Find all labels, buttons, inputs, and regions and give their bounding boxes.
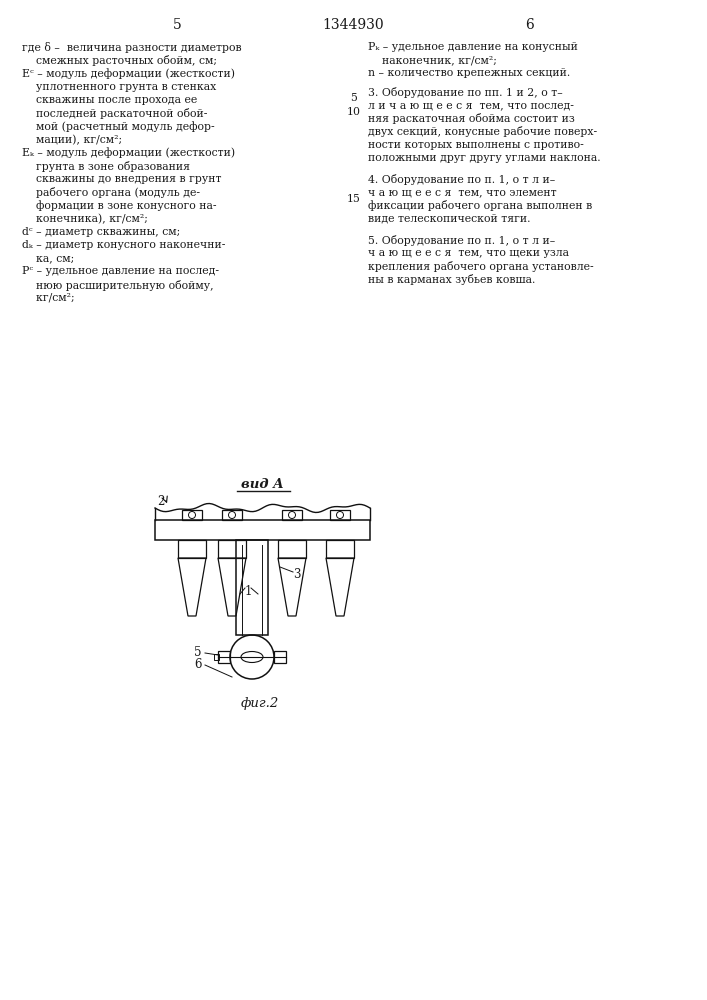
Text: уплотненного грунта в стенках: уплотненного грунта в стенках xyxy=(22,82,216,92)
Bar xyxy=(282,510,302,520)
Text: 5. Оборудование по п. 1, о т л и–: 5. Оборудование по п. 1, о т л и– xyxy=(368,235,555,246)
Text: нюю расширительную обойму,: нюю расширительную обойму, xyxy=(22,280,214,291)
Text: ч а ю щ е е с я  тем, что щеки узла: ч а ю щ е е с я тем, что щеки узла xyxy=(368,248,569,258)
Text: кг/см²;: кг/см²; xyxy=(22,293,75,303)
Text: 1344930: 1344930 xyxy=(322,18,384,32)
Text: мации), кг/см²;: мации), кг/см²; xyxy=(22,134,122,145)
Text: Eₖ – модуль деформации (жесткости): Eₖ – модуль деформации (жесткости) xyxy=(22,148,235,158)
Text: dᶜ – диаметр скважины, см;: dᶜ – диаметр скважины, см; xyxy=(22,227,180,237)
Text: положными друг другу углами наклона.: положными друг другу углами наклона. xyxy=(368,153,601,163)
Bar xyxy=(218,651,230,663)
Text: виде телескопической тяги.: виде телескопической тяги. xyxy=(368,214,530,224)
Bar xyxy=(222,510,242,520)
Bar xyxy=(326,540,354,558)
Text: скважины до внедрения в грунт: скважины до внедрения в грунт xyxy=(22,174,221,184)
Text: 5: 5 xyxy=(173,18,182,32)
Bar xyxy=(330,510,350,520)
Bar xyxy=(155,520,370,540)
Text: скважины после прохода ее: скважины после прохода ее xyxy=(22,95,197,105)
Text: Pₖ – удельное давление на конусный: Pₖ – удельное давление на конусный xyxy=(368,42,578,52)
Text: фиг.2: фиг.2 xyxy=(241,697,279,710)
Text: 5: 5 xyxy=(194,647,202,660)
Text: ности которых выполнены с противо-: ности которых выполнены с противо- xyxy=(368,140,584,150)
Text: двух секций, конусные рабочие поверх-: двух секций, конусные рабочие поверх- xyxy=(368,126,597,137)
Text: где δ –  величина разности диаметров: где δ – величина разности диаметров xyxy=(22,42,242,53)
Text: ка, см;: ка, см; xyxy=(22,253,74,263)
Text: последней раскаточной обой-: последней раскаточной обой- xyxy=(22,108,207,119)
Text: 3. Оборудование по пп. 1 и 2, о т–: 3. Оборудование по пп. 1 и 2, о т– xyxy=(368,87,563,98)
Text: смежных расточных обойм, см;: смежных расточных обойм, см; xyxy=(22,55,217,66)
Text: конечника), кг/см²;: конечника), кг/см²; xyxy=(22,214,148,224)
Bar xyxy=(274,651,286,663)
Text: рабочего органа (модуль де-: рабочего органа (модуль де- xyxy=(22,187,200,198)
Text: dₖ – диаметр конусного наконечни-: dₖ – диаметр конусного наконечни- xyxy=(22,240,226,250)
Text: 1: 1 xyxy=(245,585,252,598)
Text: n – количество крепежных секций.: n – количество крепежных секций. xyxy=(368,68,571,78)
Bar xyxy=(214,654,219,660)
Text: ч а ю щ е е с я  тем, что элемент: ч а ю щ е е с я тем, что элемент xyxy=(368,187,556,197)
Bar xyxy=(218,540,246,558)
Text: 10: 10 xyxy=(347,107,361,117)
Text: л и ч а ю щ е е с я  тем, что послед-: л и ч а ю щ е е с я тем, что послед- xyxy=(368,100,574,110)
Text: 6: 6 xyxy=(194,658,202,672)
Text: грунта в зоне образования: грунта в зоне образования xyxy=(22,161,190,172)
Text: формации в зоне конусного на-: формации в зоне конусного на- xyxy=(22,200,216,211)
Text: Pᶜ – удельное давление на послед-: Pᶜ – удельное давление на послед- xyxy=(22,266,219,276)
Text: 3: 3 xyxy=(293,568,300,581)
Bar xyxy=(178,540,206,558)
Text: 5: 5 xyxy=(351,93,358,103)
Text: вид A: вид A xyxy=(241,478,284,491)
Bar xyxy=(278,540,306,558)
Text: крепления рабочего органа установле-: крепления рабочего органа установле- xyxy=(368,261,594,272)
Bar xyxy=(182,510,202,520)
Text: мой (расчетный модуль дефор-: мой (расчетный модуль дефор- xyxy=(22,121,215,132)
Text: няя раскаточная обойма состоит из: няя раскаточная обойма состоит из xyxy=(368,113,575,124)
Text: ны в карманах зубьев ковша.: ны в карманах зубьев ковша. xyxy=(368,274,535,285)
Text: фиксации рабочего органа выполнен в: фиксации рабочего органа выполнен в xyxy=(368,200,592,211)
Text: наконечник, кг/см²;: наконечник, кг/см²; xyxy=(368,55,497,65)
Text: 4. Оборудование по п. 1, о т л и–: 4. Оборудование по п. 1, о т л и– xyxy=(368,174,555,185)
Text: 6: 6 xyxy=(525,18,534,32)
Text: 2: 2 xyxy=(157,495,164,508)
Text: Eᶜ – модуль деформации (жесткости): Eᶜ – модуль деформации (жесткости) xyxy=(22,68,235,79)
Text: 15: 15 xyxy=(347,194,361,204)
Bar xyxy=(236,540,268,635)
